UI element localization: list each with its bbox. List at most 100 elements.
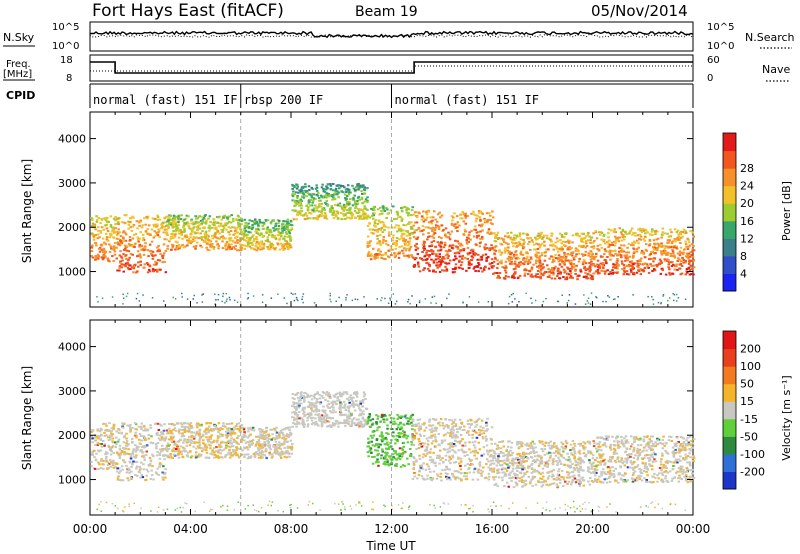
range-cell bbox=[286, 227, 289, 230]
range-cell bbox=[568, 245, 571, 248]
range-cell bbox=[156, 270, 159, 273]
range-cell bbox=[407, 301, 409, 303]
range-cell bbox=[225, 300, 228, 302]
range-cell bbox=[466, 257, 469, 260]
range-cell bbox=[191, 230, 194, 233]
range-cell bbox=[132, 223, 136, 226]
range-cell bbox=[338, 202, 342, 205]
range-cell bbox=[408, 221, 411, 224]
range-cell bbox=[112, 427, 115, 430]
range-cell bbox=[415, 238, 419, 240]
range-cell bbox=[589, 255, 592, 258]
range-cell bbox=[445, 269, 449, 272]
range-cell bbox=[459, 249, 463, 252]
range-cell bbox=[395, 244, 398, 247]
range-cell bbox=[132, 460, 135, 463]
range-cell bbox=[436, 255, 440, 258]
range-cell bbox=[496, 237, 500, 239]
range-cell bbox=[365, 407, 368, 410]
range-cell bbox=[245, 446, 249, 449]
range-cell bbox=[156, 268, 160, 271]
range-cell bbox=[357, 182, 360, 185]
range-cell bbox=[327, 395, 330, 398]
range-cell bbox=[137, 261, 140, 264]
range-cell bbox=[658, 245, 661, 248]
range-cell bbox=[447, 231, 450, 234]
range-cell bbox=[444, 265, 447, 268]
range-cell bbox=[562, 244, 566, 246]
range-cell bbox=[623, 235, 626, 238]
range-cell bbox=[179, 438, 182, 441]
range-cell bbox=[152, 455, 155, 458]
range-cell bbox=[377, 248, 380, 251]
range-cell bbox=[672, 252, 675, 255]
range-cell bbox=[228, 233, 232, 236]
range-cell bbox=[481, 213, 484, 215]
range-cell bbox=[237, 434, 240, 437]
range-cell bbox=[348, 212, 351, 215]
range-cell bbox=[141, 224, 144, 227]
range-cell bbox=[413, 211, 417, 214]
range-cell bbox=[362, 395, 366, 398]
range-cell bbox=[146, 263, 150, 266]
range-cell bbox=[590, 260, 593, 263]
range-cell bbox=[332, 183, 335, 185]
range-cell bbox=[163, 252, 166, 255]
range-cell bbox=[202, 236, 205, 239]
range-cell bbox=[91, 450, 94, 453]
range-cell bbox=[426, 238, 429, 241]
range-cell bbox=[104, 218, 107, 220]
range-cell bbox=[234, 247, 237, 250]
range-cell bbox=[403, 254, 406, 257]
range-cell bbox=[267, 433, 270, 436]
range-cell bbox=[435, 254, 438, 257]
range-cell bbox=[398, 229, 401, 232]
range-cell bbox=[302, 406, 305, 409]
range-cell bbox=[435, 253, 438, 256]
range-cell bbox=[363, 189, 367, 192]
range-cell bbox=[182, 449, 185, 452]
range-cell bbox=[673, 299, 675, 302]
range-cell bbox=[198, 439, 201, 442]
range-cell bbox=[368, 250, 371, 253]
range-cell bbox=[214, 233, 217, 236]
range-cell bbox=[396, 212, 399, 215]
range-cell bbox=[682, 261, 685, 264]
range-cell bbox=[333, 395, 337, 398]
range-cell bbox=[536, 273, 540, 276]
range-cell bbox=[125, 254, 128, 257]
range-cell bbox=[197, 215, 201, 218]
range-cell bbox=[227, 246, 230, 248]
range-cell bbox=[256, 452, 259, 455]
range-cell bbox=[336, 204, 340, 207]
range-cell bbox=[440, 257, 444, 260]
range-cell bbox=[291, 184, 295, 187]
range-cell bbox=[291, 209, 294, 212]
range-cell bbox=[286, 446, 290, 449]
range-cell bbox=[238, 240, 242, 243]
range-cell bbox=[264, 239, 268, 242]
range-cell bbox=[257, 454, 260, 456]
range-cell bbox=[240, 231, 243, 233]
range-cell bbox=[560, 265, 564, 268]
range-cell bbox=[630, 262, 634, 265]
range-cell bbox=[172, 223, 175, 226]
range-cell bbox=[430, 258, 433, 261]
range-cell bbox=[450, 246, 454, 249]
range-cell bbox=[117, 475, 120, 478]
range-cell bbox=[205, 432, 208, 435]
range-cell bbox=[230, 428, 233, 431]
range-cell bbox=[426, 216, 429, 219]
range-cell bbox=[192, 431, 196, 434]
range-cell bbox=[194, 221, 198, 224]
range-cell bbox=[512, 292, 514, 295]
range-cell bbox=[283, 438, 286, 440]
range-cell bbox=[613, 240, 616, 243]
range-cell bbox=[112, 451, 115, 454]
range-cell bbox=[298, 212, 302, 215]
range-cell bbox=[676, 300, 678, 302]
range-cell bbox=[93, 436, 97, 439]
range-cell bbox=[603, 233, 606, 236]
range-cell bbox=[235, 440, 238, 443]
range-cell bbox=[638, 227, 642, 230]
